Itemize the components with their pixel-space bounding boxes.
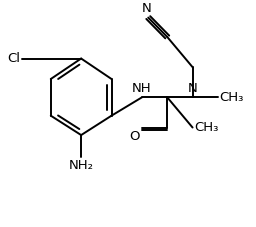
Text: Cl: Cl: [7, 52, 20, 65]
Text: NH₂: NH₂: [69, 159, 94, 172]
Text: N: N: [188, 82, 197, 95]
Text: CH₃: CH₃: [194, 121, 218, 134]
Text: N: N: [142, 2, 152, 15]
Text: NH: NH: [132, 82, 152, 95]
Text: CH₃: CH₃: [219, 91, 243, 104]
Text: O: O: [129, 130, 140, 143]
